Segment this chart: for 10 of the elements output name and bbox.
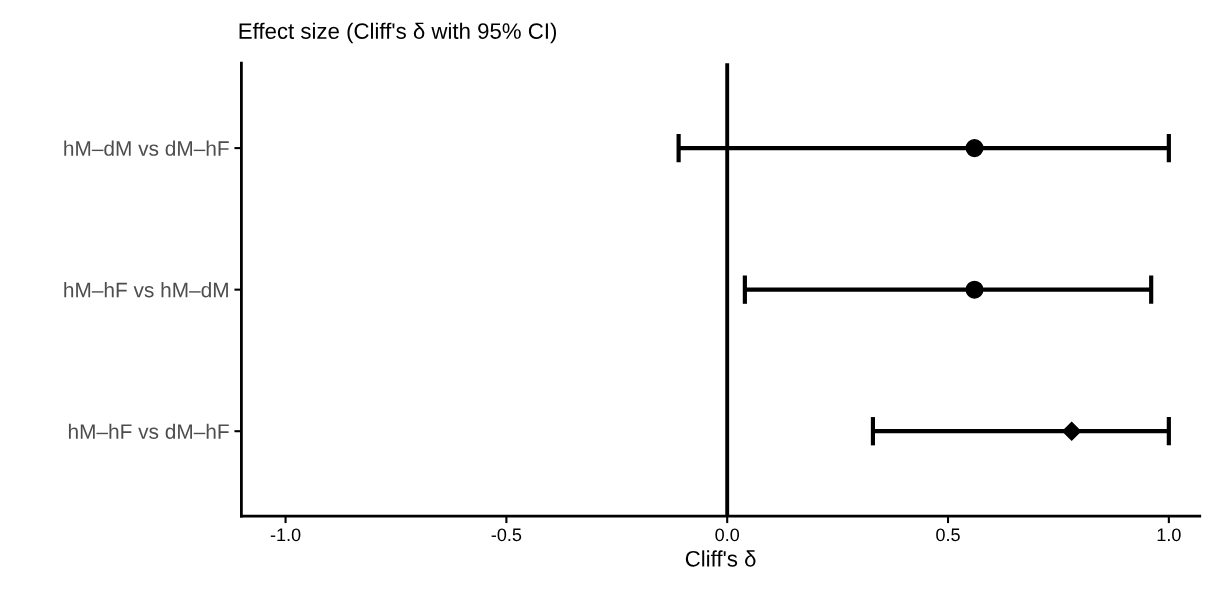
y-tick-label: hM–hF vs dM–hF (68, 423, 229, 439)
x-tick-label: 0.5 (936, 528, 960, 542)
x-tick-label: 0.0 (715, 528, 740, 542)
y-tick-label: hM–dM vs dM–hF (64, 140, 229, 156)
x-axis-title: Cliff's δ (685, 550, 756, 567)
x-tick-label: -0.5 (491, 528, 522, 542)
x-tick-label: -1.0 (270, 528, 301, 542)
chart-title: Effect size (Cliff's δ with 95% CI) (239, 22, 557, 44)
x-tick-label: 1.0 (1157, 528, 1181, 542)
y-tick-label: hM–hF vs hM–dM (64, 282, 228, 298)
